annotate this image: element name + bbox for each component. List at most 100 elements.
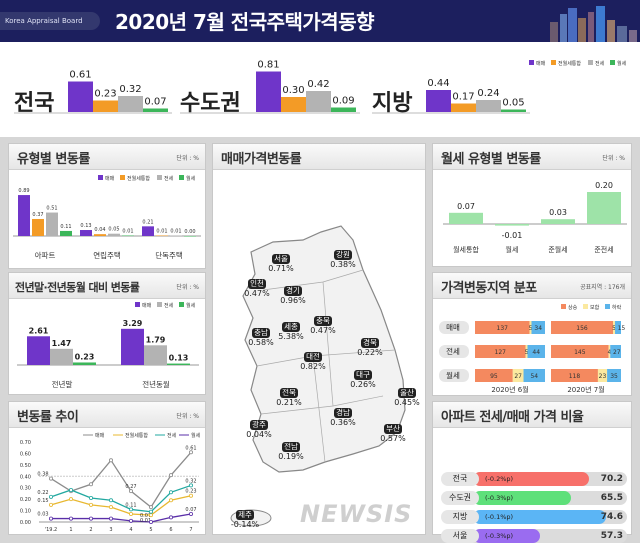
category-label: 연립주택: [93, 250, 121, 260]
map-region-16: 제주 -0.14%: [225, 510, 265, 530]
stacked-segment: [597, 369, 608, 382]
segment-label: 5: [529, 325, 533, 332]
region-value: 0.19%: [278, 452, 304, 461]
ratio-value: 74.6: [600, 512, 623, 522]
region-name: 세종: [282, 322, 300, 332]
region-label: 지방: [372, 91, 412, 116]
segment-label: 27: [514, 373, 522, 380]
x-tick-label: '19.2: [45, 527, 58, 533]
data-point: [49, 502, 54, 507]
ratio-value: 65.5: [600, 493, 623, 503]
data-point: [89, 482, 94, 487]
data-label: 0.15: [37, 498, 48, 504]
legend-label: 매매: [536, 60, 546, 67]
data-point: [129, 489, 134, 494]
stacked-segment: [613, 321, 616, 334]
bar: [144, 345, 167, 365]
x-tick-label: 5: [149, 527, 152, 533]
ratio-region: 수도권: [441, 491, 479, 505]
legend-label: 매매: [95, 432, 105, 439]
row-label: 월세: [446, 370, 460, 380]
data-point: [148, 505, 153, 510]
ratio-fill: [473, 510, 607, 524]
bar: [449, 212, 483, 224]
data-label: 0.01: [156, 229, 167, 235]
data-label: 1.79: [146, 335, 166, 344]
data-label: 0.09: [332, 96, 354, 107]
legend-swatch: [157, 175, 162, 180]
data-label: 0.27: [125, 484, 136, 490]
region-value: 0.71%: [268, 264, 294, 273]
data-label: 0.13: [169, 354, 189, 363]
ratio-fill: [473, 491, 572, 505]
data-label: 0.07: [140, 513, 151, 519]
x-tick-label: 7: [189, 527, 192, 533]
legend-swatch: [605, 304, 610, 309]
data-point: [129, 512, 134, 517]
region-value: 0.36%: [330, 418, 356, 427]
x-tick-label: 1: [69, 527, 72, 533]
stacked-segment: [475, 369, 513, 382]
region-name: 대구: [354, 370, 372, 380]
stacked-segment: [551, 369, 598, 382]
period-label: 2020년 6월: [491, 385, 528, 394]
data-label: 0.21: [142, 219, 153, 225]
bar: [170, 235, 182, 237]
summary-panel: 월세 전세 전월세통합 매매 전국 0.61 0.23 0.32 0.07 수도권 0.81 0.30…: [0, 42, 640, 137]
series-line: [50, 495, 192, 516]
data-point: [148, 509, 153, 514]
region-name: 전남: [282, 442, 300, 452]
data-point: [89, 516, 94, 521]
bar: [476, 100, 501, 112]
stacked-segment: [610, 345, 621, 358]
legend-swatch: [551, 60, 556, 65]
bar: [46, 212, 58, 236]
series-line: [50, 451, 192, 509]
bar: [306, 91, 331, 112]
distribution-panel: 가격변동지역 분포 공표지역 : 176개 하락 보합 상승 매매 137 5 34 156 5 1…: [432, 272, 632, 396]
bar: [50, 348, 73, 365]
bar: [68, 81, 93, 112]
map-region-6: 충남 0.58%: [241, 328, 281, 348]
ratio-panel: 아파트 전세/매매 가격 비율 (-0.2%p) 70.2 전국 (-0.3%p) 65…: [432, 401, 632, 543]
unit-label: 단위 : %: [176, 413, 199, 420]
data-point: [109, 458, 114, 463]
data-label: 0.00: [184, 229, 195, 235]
region-value: 0.47%: [310, 326, 336, 335]
map-region-9: 대구 0.26%: [343, 370, 383, 390]
bar: [108, 233, 120, 236]
segment-label: 35: [610, 373, 618, 380]
map-panel: 매매가격변동률 서울 0.71% 강원 0.38% 인천 0.47% 경기 0.96% 충북 0.…: [212, 143, 426, 535]
bar: [426, 90, 451, 112]
stacked-segment: [525, 345, 528, 358]
ratio-track: (-0.1%p) 74.6: [473, 510, 627, 524]
y-tick-label: 0.10: [20, 509, 31, 515]
ratio-row: (-0.3%p) 57.3 서울: [441, 529, 627, 543]
stacked-segment: [512, 369, 524, 382]
row-label: 매매: [446, 323, 460, 332]
data-point: [89, 496, 94, 501]
data-label: 1.47: [52, 339, 72, 348]
data-point: [129, 518, 134, 523]
segment-label: 44: [532, 349, 540, 356]
data-label: 0.61: [69, 70, 91, 81]
y-tick-label: 0.20: [20, 497, 31, 503]
ratio-change: (-0.2%p): [485, 475, 514, 483]
legend-label: 전세: [164, 302, 174, 309]
bar: [27, 336, 50, 365]
data-label: 0.05: [108, 227, 119, 233]
bar: [18, 195, 30, 236]
page-title: 2020년 7월 전국주택가격동향: [115, 10, 375, 34]
x-tick-label: 2: [89, 527, 92, 533]
bar: [167, 363, 190, 365]
segment-label: 95: [490, 373, 498, 380]
category-label: 준월세: [548, 245, 567, 254]
brand-badge: Korea Appraisal Board: [0, 12, 100, 30]
by-type-panel: 유형별 변동률 단위 : % 월세 전세 전월세통합 매매 0.89 0.37 0.51 0.1…: [8, 143, 206, 269]
y-tick-label: 0.00: [20, 520, 31, 526]
unit-label: 단위 : %: [176, 284, 199, 291]
category-label: 단독주택: [155, 250, 183, 260]
legend-swatch: [135, 302, 140, 307]
bar: [256, 71, 281, 112]
map-region-15: 전남 0.19%: [271, 442, 311, 462]
